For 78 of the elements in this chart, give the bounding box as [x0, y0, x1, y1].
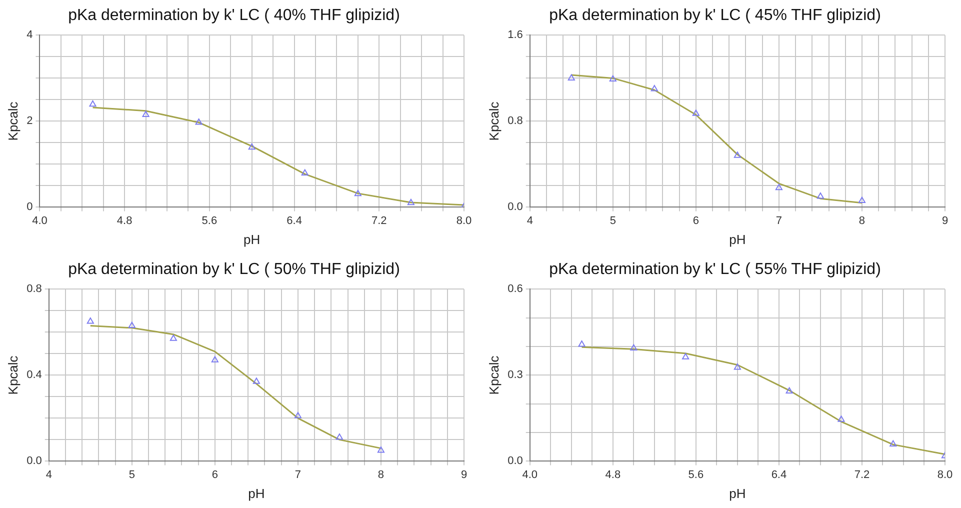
x-tick-label: 6	[692, 214, 699, 227]
x-axis-title: pH	[244, 232, 260, 247]
x-tick-label: 7.2	[854, 468, 870, 481]
y-tick-label: 0.8	[508, 115, 523, 128]
point	[578, 340, 586, 347]
point	[377, 446, 385, 453]
y-tick-label: 0.8	[26, 283, 42, 296]
x-axis-title: pH	[248, 486, 265, 501]
point	[407, 198, 414, 206]
point	[692, 110, 700, 116]
point	[775, 184, 782, 190]
y-axis-title: Kpcalc	[486, 355, 502, 395]
x-tick-label: 8	[378, 468, 384, 481]
y-tick-label: 4	[26, 29, 33, 42]
y-tick-label: 0.6	[508, 283, 523, 296]
x-tick-label: 4	[46, 468, 52, 481]
point	[128, 322, 136, 328]
point	[890, 440, 897, 447]
point	[86, 317, 94, 324]
y-tick-label: 0.0	[508, 455, 523, 468]
x-tick-label: 7	[776, 214, 782, 227]
point	[568, 74, 575, 80]
x-axis-title: pH	[729, 232, 746, 247]
x-tick-label: 6	[212, 468, 218, 481]
chart-title: pKa determination by k' LC ( 55% THF glipizid)	[549, 261, 881, 278]
chart-title: pKa determination by k' LC ( 40% THF glipizid)	[68, 7, 400, 24]
point	[89, 100, 96, 107]
x-tick-label: 8	[858, 214, 866, 227]
y-axis-title: Kpcalc	[486, 101, 502, 141]
y-tick-label: 0.3	[508, 369, 523, 382]
point	[786, 387, 793, 394]
point	[354, 190, 362, 196]
point	[734, 363, 741, 370]
point	[734, 152, 741, 158]
x-tick-label: 4	[526, 214, 533, 227]
chart-title: pKa determination by k' LC ( 45% THF glipizid)	[549, 7, 881, 24]
point	[301, 169, 308, 176]
point	[336, 434, 343, 440]
y-axis-title: Kpcalc	[5, 355, 20, 395]
point	[294, 412, 302, 418]
point	[650, 84, 658, 92]
y-tick-label: 2	[26, 115, 33, 128]
x-tick-label: 5.6	[202, 214, 218, 227]
x-axis-title: pH	[729, 486, 746, 501]
point	[142, 110, 150, 117]
x-tick-label: 7.2	[371, 214, 387, 227]
point	[838, 416, 845, 422]
y-axis-title: Kpcalc	[5, 101, 20, 141]
x-tick-label: 8.0	[456, 214, 472, 227]
point	[858, 196, 866, 203]
y-tick-label: 0.0	[26, 455, 42, 468]
point	[170, 334, 177, 341]
x-tick-label: 4.8	[605, 468, 621, 481]
x-tick-label: 4.0	[522, 468, 538, 481]
x-tick-label: 5	[128, 468, 135, 481]
point	[211, 356, 218, 362]
x-tick-label: 7	[294, 468, 302, 481]
x-tick-label: 4.0	[32, 214, 48, 227]
y-tick-label: 0.4	[26, 369, 42, 382]
point	[682, 353, 690, 360]
y-tick-label: 1.6	[508, 29, 523, 42]
point	[248, 143, 256, 150]
x-tick-label: 5.6	[688, 468, 704, 481]
x-tick-label: 6.4	[771, 468, 787, 481]
point	[630, 344, 638, 351]
chart-title: pKa determination by k' LC ( 50% THF glipizid)	[68, 261, 400, 278]
x-tick-label: 4.8	[116, 214, 132, 227]
x-tick-label: 5	[610, 214, 616, 227]
x-tick-label: 8.0	[937, 468, 953, 481]
x-tick-label: 9	[460, 468, 468, 481]
point	[816, 192, 824, 199]
point	[252, 378, 260, 384]
x-tick-label: 6.4	[286, 214, 302, 227]
point	[195, 118, 202, 125]
y-tick-label: 0.0	[508, 201, 523, 214]
x-tick-label: 9	[942, 214, 948, 227]
point	[609, 75, 616, 82]
y-tick-label: 0	[26, 201, 33, 214]
